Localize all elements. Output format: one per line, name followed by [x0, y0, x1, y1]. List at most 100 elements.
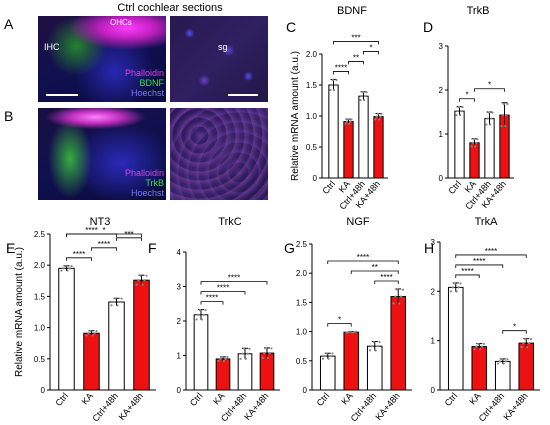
data-point-h-2	[502, 362, 505, 365]
data-point-h-2	[506, 358, 509, 361]
data-point-f-1	[217, 359, 220, 362]
significance-label-h: ****	[473, 257, 485, 266]
significance-bracket-c	[348, 61, 364, 65]
data-point-h-3	[522, 342, 525, 345]
data-point-c-2	[359, 98, 362, 102]
data-point-h-0	[449, 290, 453, 293]
y-tick-label-h: 3	[431, 238, 436, 247]
data-point-e-1	[89, 329, 92, 333]
data-point-h-0	[457, 286, 460, 289]
significance-bracket-g	[327, 260, 399, 264]
data-point-f-0	[200, 318, 203, 321]
data-point-c-2	[363, 98, 366, 102]
sg-label: sg	[218, 42, 228, 52]
y-tick-label-g: 1.5	[296, 298, 308, 307]
data-point-e-2	[116, 304, 119, 307]
chart-title-h: TrkA	[475, 216, 498, 228]
bar-g-3	[390, 296, 407, 391]
significance-bracket-e	[66, 257, 92, 261]
significance-label-c: **	[353, 53, 359, 62]
stain-label-hoechst: Hoechst	[130, 88, 164, 98]
data-point-c-0	[333, 88, 336, 92]
data-point-h-1	[479, 348, 482, 351]
data-point-d-2	[491, 111, 494, 114]
data-point-c-1	[344, 122, 347, 125]
data-point-c-1	[345, 120, 348, 123]
data-point-g-3	[398, 302, 401, 305]
data-point-f-3	[263, 351, 266, 355]
chart-title-f: TrkC	[218, 216, 241, 228]
bar-c-3	[373, 116, 384, 179]
data-point-f-2	[244, 357, 247, 360]
significance-bracket-f	[200, 291, 246, 295]
data-point-e-2	[118, 300, 121, 304]
data-point-e-1	[87, 332, 90, 335]
data-point-g-2	[368, 349, 372, 352]
data-point-c-1	[348, 122, 351, 125]
data-point-c-0	[331, 78, 334, 82]
y-tick-label-c: 2.0	[306, 50, 318, 59]
bar-e-3	[133, 279, 150, 391]
significance-bracket-c	[333, 41, 379, 45]
stain-label-phalloidin: Phalloidin	[124, 68, 164, 78]
data-point-f-0	[204, 309, 207, 312]
data-point-f-3	[265, 347, 268, 350]
data-point-d-2	[485, 123, 488, 126]
data-point-h-3	[520, 346, 523, 349]
x-tick-label-h-0: Ctrl	[443, 391, 460, 408]
data-point-f-3	[268, 351, 271, 355]
data-point-f-2	[248, 347, 251, 350]
y-tick-label-f: 0	[177, 386, 182, 395]
data-point-d-3	[505, 113, 508, 117]
data-point-d-1	[471, 141, 474, 144]
data-point-g-1	[354, 330, 358, 333]
significance-label-h: *	[513, 323, 516, 332]
data-point-f-3	[261, 356, 264, 359]
data-point-c-0	[334, 83, 337, 87]
data-point-e-2	[110, 304, 113, 307]
data-point-d-0	[459, 113, 462, 117]
x-tick-label-h-2: Ctrl+48h	[477, 391, 507, 424]
data-point-g-1	[351, 331, 354, 334]
significance-bracket-f	[200, 301, 224, 305]
panel-letter-e: E	[6, 240, 15, 256]
significance-label-f: ****	[206, 294, 218, 303]
bar-f-0	[193, 314, 209, 391]
stain-label-hoechst: Hoechst	[130, 188, 164, 198]
data-point-e-0	[70, 264, 73, 268]
data-point-g-2	[370, 345, 374, 348]
data-point-d-1	[472, 138, 475, 141]
data-point-g-0	[325, 352, 328, 355]
data-point-g-3	[401, 288, 405, 291]
data-point-h-3	[526, 346, 529, 349]
data-point-c-3	[376, 112, 379, 115]
y-tick-label-d: 2	[439, 86, 444, 95]
data-point-d-2	[486, 117, 489, 120]
data-point-g-3	[399, 295, 403, 298]
x-tick-label-h-3: KA+48h	[501, 391, 529, 422]
significance-label-c: *	[369, 43, 372, 52]
data-point-h-1	[477, 342, 480, 346]
x-tick-label-g-3: KA+48h	[373, 391, 401, 422]
data-point-g-2	[376, 345, 379, 348]
bar-d-2	[484, 118, 495, 179]
x-tick-label-d-0: Ctrl	[446, 179, 463, 196]
micrograph-b-left	[38, 108, 166, 200]
data-point-f-0	[199, 309, 202, 312]
data-point-e-2	[120, 297, 123, 300]
x-tick-label-f-0: Ctrl	[188, 391, 205, 408]
data-point-c-1	[350, 118, 353, 121]
significance-bracket-e	[116, 237, 142, 241]
data-point-g-3	[396, 288, 399, 291]
y-tick-label-d: 3	[439, 42, 444, 51]
x-tick-label-g-0: Ctrl	[315, 391, 332, 408]
significance-label-d: *	[488, 81, 491, 90]
data-point-e-1	[85, 334, 88, 337]
y-tick-label-f: 2	[177, 317, 182, 326]
data-point-f-1	[219, 357, 222, 361]
data-point-f-1	[222, 359, 225, 362]
data-point-f-2	[246, 352, 249, 355]
data-point-e-0	[66, 269, 69, 272]
scale-bar	[228, 94, 258, 96]
